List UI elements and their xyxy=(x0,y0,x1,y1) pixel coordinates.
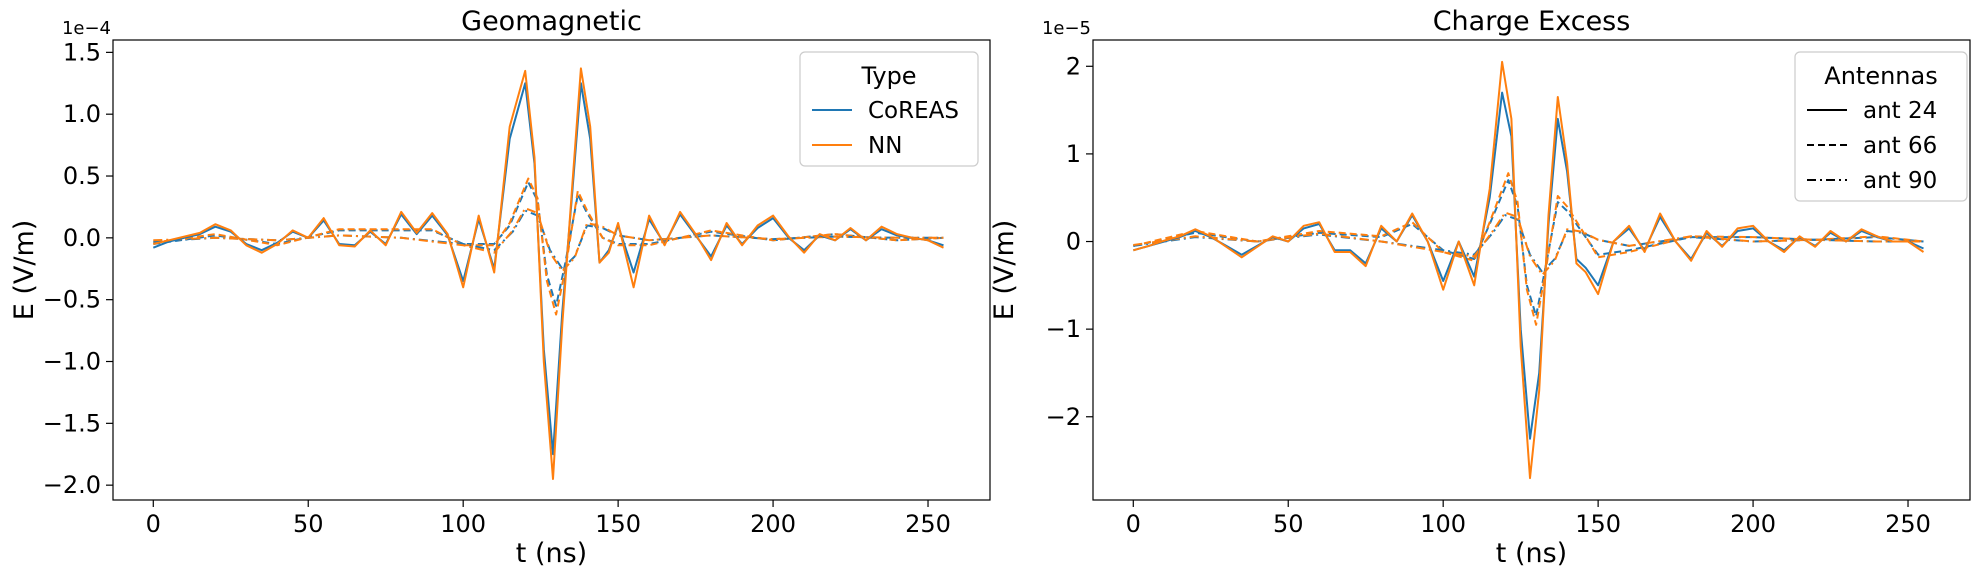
y-tick-label: −2.0 xyxy=(43,471,101,499)
y-tick-label: 1.0 xyxy=(63,100,101,128)
y-axis-label: E (V/m) xyxy=(9,220,40,321)
series-nn-ant-66 xyxy=(1133,172,1924,326)
series-nn-ant-90 xyxy=(1133,211,1924,276)
x-tick-label: 100 xyxy=(440,510,486,538)
x-tick-label: 150 xyxy=(1575,510,1621,538)
series-nn-ant-24 xyxy=(1133,60,1925,480)
y-tick-label: 0.0 xyxy=(63,224,101,252)
legend-entry: ant 90 xyxy=(1863,168,1937,194)
chart-title: Geomagnetic xyxy=(461,6,642,37)
y-tick-label: 0 xyxy=(1066,228,1081,256)
x-tick-label: 150 xyxy=(595,510,641,538)
legend: Antennas ant 24 ant 66 ant 90 xyxy=(1794,51,1968,202)
legend-box xyxy=(1794,51,1968,202)
y-tick-label: 2 xyxy=(1066,52,1081,80)
y-tick-label: −1.0 xyxy=(43,348,101,376)
chart-title: Charge Excess xyxy=(1433,6,1631,37)
series-coreas-ant-66 xyxy=(153,181,944,307)
series-group xyxy=(152,67,944,480)
y-tick-label: −1.5 xyxy=(43,409,101,437)
plot-frame xyxy=(112,39,991,501)
series-nn-ant-24 xyxy=(153,67,944,480)
series-group xyxy=(1133,60,1925,480)
y-tick-label: −0.5 xyxy=(43,286,101,314)
y-tick-label: −1 xyxy=(1046,315,1081,343)
y-scale-offset: 1e−4 xyxy=(62,18,111,39)
x-tick-label: 250 xyxy=(905,510,951,538)
x-tick-label: 0 xyxy=(146,510,161,538)
x-tick-label: 200 xyxy=(1730,510,1776,538)
x-axis-label: t (ns) xyxy=(516,538,587,569)
x-tick-label: 50 xyxy=(293,510,324,538)
x-tick-label: 200 xyxy=(750,510,796,538)
legend-title: Antennas xyxy=(1824,62,1937,90)
y-tick-label: 1 xyxy=(1066,140,1081,168)
x-tick-label: 50 xyxy=(1273,510,1304,538)
plot-frame xyxy=(1092,39,1971,501)
x-tick-label: 250 xyxy=(1885,510,1931,538)
legend-entry: ant 24 xyxy=(1863,98,1937,124)
y-axis-label: E (V/m) xyxy=(989,220,1020,321)
legend-title: Type xyxy=(860,62,916,90)
charge-excess-panel: 0 50 100 150 200 250 −2 −1 0 1 2 Charge Excess t (ns… xyxy=(989,6,1971,569)
x-tick-label: 0 xyxy=(1126,510,1141,538)
series-nn-ant-90 xyxy=(153,207,944,273)
y-scale-offset: 1e−5 xyxy=(1042,18,1091,39)
legend-entry: NN xyxy=(868,133,902,159)
x-tick-label: 100 xyxy=(1420,510,1466,538)
y-tick-label: 1.5 xyxy=(63,38,101,66)
legend-entry: ant 66 xyxy=(1863,133,1937,159)
y-tick-label: 0.5 xyxy=(63,162,101,190)
x-axis-label: t (ns) xyxy=(1496,538,1567,569)
geomagnetic-panel: 0 50 100 150 200 250 −2.0 −1.5 −1.0 −0.5 0.0 0.5 1.0… xyxy=(9,6,991,569)
legend-entry: CoREAS xyxy=(868,98,959,124)
series-nn-ant-66 xyxy=(153,177,944,316)
legend-box xyxy=(799,51,979,167)
legend: Type CoREAS NN xyxy=(799,51,979,167)
series-coreas-ant-90 xyxy=(1133,214,1924,274)
y-tick-label: −2 xyxy=(1046,403,1081,431)
